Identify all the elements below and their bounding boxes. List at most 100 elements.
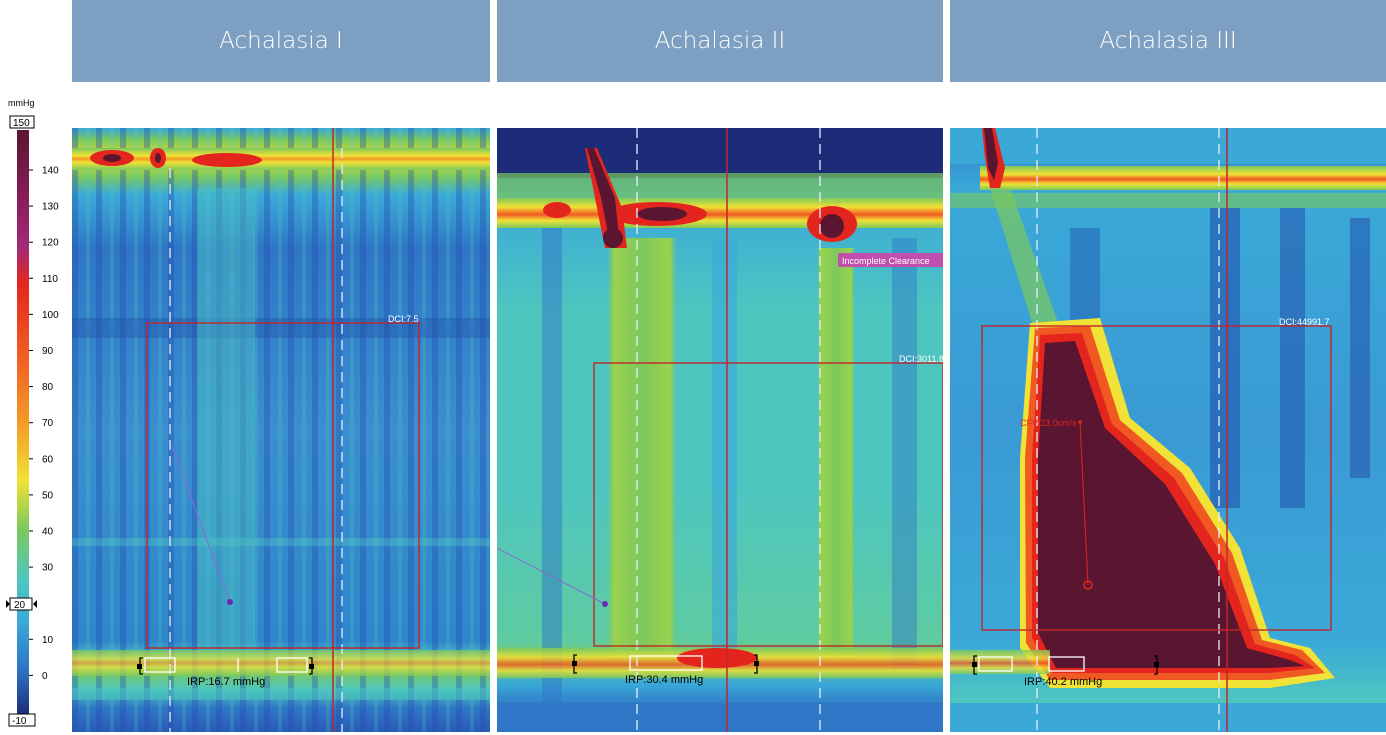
upper-band — [497, 173, 943, 198]
heatmap-band — [72, 538, 490, 546]
header-achalasia-2: Achalasia II — [497, 0, 943, 82]
marker-left-arrow-icon — [6, 600, 10, 608]
les-band — [950, 650, 1050, 674]
irp-label: IRP:40.2 mmHg — [1024, 676, 1102, 688]
pressurization-column — [197, 188, 255, 658]
scale-tick-label: 50 — [42, 490, 54, 501]
ues-hotspot-core — [103, 154, 121, 162]
top-dark-zone — [497, 128, 943, 178]
hot-spot-core — [820, 214, 844, 238]
dci-label: DCI:7.5 — [388, 314, 419, 324]
header-achalasia-3: Achalasia III — [950, 0, 1386, 82]
header-achalasia-1: Achalasia I — [72, 0, 490, 82]
scale-max-box — [9, 115, 35, 129]
scale-tick-label: 80 — [42, 382, 54, 393]
scale-tick-label: 130 — [42, 202, 59, 213]
dci-box[interactable] — [593, 362, 943, 647]
scale-tick-label: 40 — [42, 527, 54, 538]
scale-tick-label: 70 — [42, 418, 54, 429]
marker-right-arrow-icon — [33, 600, 37, 608]
pressurization-column — [817, 248, 855, 658]
header-label: Achalasia I — [219, 28, 343, 54]
scale-min-box — [8, 713, 36, 727]
scale-min-label: -10 — [12, 716, 27, 727]
ues-band — [980, 166, 1386, 190]
irp-label: IRP:16.7 mmHg — [187, 676, 265, 688]
pressurization-column — [607, 238, 677, 658]
panel-achalasia-3: DCI:44991.7 CFV:23.0cm/s IRP:40.2 mmHg — [950, 128, 1386, 732]
hot-spot-core — [637, 207, 687, 221]
dci-box[interactable] — [146, 322, 420, 649]
propagation-path — [990, 188, 1060, 348]
hrm-plot-2: Incomplete Clearance DCI:3011.8 IRP:30.4… — [497, 128, 943, 732]
heatmap-stripe — [1210, 208, 1240, 508]
scale-marker-box[interactable] — [9, 597, 33, 611]
scale-tick-label: 120 — [42, 238, 59, 249]
heatmap-stripe — [1280, 208, 1305, 508]
ues-hotspot-core — [155, 153, 161, 163]
heatmap-texture — [72, 128, 490, 732]
scale-tick-label: 90 — [42, 346, 54, 357]
scale-marker-label: 20 — [14, 600, 26, 611]
irp-handle-icon[interactable] — [1154, 662, 1159, 667]
scale-unit: mmHg — [8, 98, 35, 108]
spastic-contraction-core — [1038, 341, 1305, 668]
hot-spot — [543, 202, 571, 218]
incomplete-clearance-label: Incomplete Clearance — [842, 256, 930, 266]
heatmap-stripe — [712, 238, 737, 658]
irp-window — [629, 655, 703, 671]
irp-label: IRP:30.4 mmHg — [625, 674, 703, 686]
scale-gradient-bar — [17, 130, 29, 715]
cfv-line — [497, 547, 606, 605]
irp-handle-icon[interactable] — [754, 661, 759, 666]
cfv-anchor — [1078, 420, 1082, 424]
proximal-band — [497, 198, 943, 228]
scale-tick-label: 60 — [42, 454, 54, 465]
scale-tick-label: 30 — [42, 563, 54, 574]
bottom-zone — [497, 703, 943, 732]
scale-tick-label: 110 — [42, 274, 58, 285]
upper-band — [950, 193, 1386, 208]
pressure-color-scale: mmHg 150 1401301201101009080706050403010… — [6, 98, 59, 727]
panel-achalasia-2: Incomplete Clearance DCI:3011.8 IRP:30.4… — [497, 128, 943, 732]
les-hot-spot — [677, 648, 757, 668]
heatmap-stripe — [1350, 218, 1370, 478]
header-label: Achalasia III — [1099, 28, 1237, 54]
dci-label: DCI:44991.7 — [1279, 317, 1330, 327]
dci-label: DCI:3011.8 — [899, 354, 943, 364]
cfv-point[interactable] — [1083, 580, 1093, 590]
ues-band — [72, 148, 490, 170]
heatmap-band — [72, 318, 490, 338]
panel-achalasia-1: DCI:7.5 IRP:16.7 mmHg — [72, 128, 490, 732]
dci-box[interactable] — [981, 325, 1332, 631]
heatmap-stripe — [892, 238, 917, 668]
swallow-onset-core — [587, 148, 619, 238]
irp-handle-icon[interactable] — [309, 664, 314, 669]
ues-hotspot — [192, 153, 262, 167]
irp-window — [144, 657, 176, 673]
top-zone — [950, 128, 1386, 164]
scale-max-label: 150 — [13, 118, 30, 129]
irp-handle-icon[interactable] — [572, 661, 577, 666]
hrm-plot-1: DCI:7.5 IRP:16.7 mmHg — [72, 128, 490, 732]
bottom-zone — [950, 703, 1386, 732]
irp-window — [978, 656, 1013, 672]
heatmap-stripe — [542, 228, 562, 708]
irp-window — [1048, 656, 1085, 672]
cfv-point[interactable] — [602, 601, 608, 607]
swallow-onset-core — [984, 128, 998, 180]
cfv-line — [1079, 421, 1089, 586]
scale-tick-label: 140 — [42, 166, 59, 177]
incomplete-clearance-label-bg — [838, 253, 943, 267]
scale-tick-label: 100 — [42, 310, 59, 321]
cfv-point[interactable] — [227, 599, 233, 605]
irp-window — [276, 657, 308, 673]
irp-handle-icon[interactable] — [972, 662, 977, 667]
cfv-line — [171, 445, 231, 603]
heatmap-band — [72, 688, 490, 700]
hot-spot-core — [603, 228, 623, 248]
cfv-label: CFV:23.0cm/s — [1020, 418, 1077, 428]
header-label: Achalasia II — [654, 28, 786, 54]
irp-handle-icon[interactable] — [137, 664, 142, 669]
